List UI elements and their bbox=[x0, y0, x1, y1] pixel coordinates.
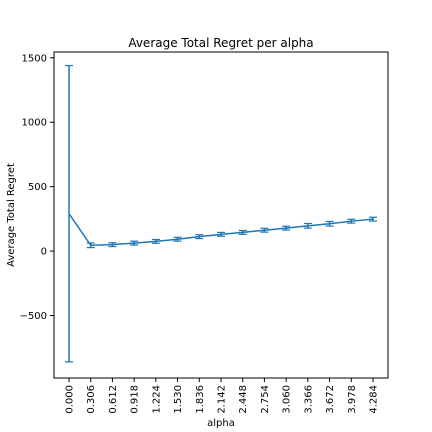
y-tick-label: 1500 bbox=[22, 53, 47, 64]
series-line bbox=[68, 213, 374, 247]
data-point bbox=[372, 218, 374, 220]
data-point bbox=[220, 233, 222, 235]
x-tick-label: 4.284 bbox=[369, 385, 380, 414]
x-tick-label: 2.448 bbox=[238, 385, 249, 414]
x-tick-label: 1.836 bbox=[195, 385, 206, 414]
data-point bbox=[111, 244, 113, 246]
x-tick-label: 3.978 bbox=[347, 385, 358, 414]
data-point bbox=[307, 225, 309, 227]
data-point bbox=[68, 213, 70, 215]
x-tick-label: 2.754 bbox=[260, 385, 271, 414]
data-point bbox=[350, 220, 352, 222]
x-tick-label: 0.918 bbox=[130, 385, 141, 414]
x-tick-label: 1.224 bbox=[151, 385, 162, 414]
x-tick-label: 0.612 bbox=[108, 385, 119, 414]
data-point bbox=[155, 240, 157, 242]
data-point bbox=[198, 236, 200, 238]
x-axis-label: alpha bbox=[207, 418, 235, 429]
plot-area: −500 0 500 1000 1500 0.000 0.306 0.612 0.918 1.22… bbox=[20, 53, 380, 413]
data-point bbox=[177, 238, 179, 240]
x-tick-label: 0.000 bbox=[65, 385, 76, 414]
x-tick-label: 0.306 bbox=[86, 385, 97, 414]
y-axis-label: Average Total Regret bbox=[6, 163, 17, 267]
y-tick-label: 0 bbox=[41, 247, 47, 258]
x-tick-label: 1.530 bbox=[173, 385, 184, 414]
y-tick-label: 1000 bbox=[22, 118, 47, 129]
x-tick-label: 2.142 bbox=[217, 385, 228, 414]
y-tick-label: −500 bbox=[20, 311, 47, 322]
x-tick-label: 3.672 bbox=[325, 385, 336, 414]
data-point bbox=[242, 231, 244, 233]
axes-frame bbox=[53, 51, 389, 379]
chart-title: Average Total Regret per alpha bbox=[128, 36, 313, 50]
data-point bbox=[90, 244, 92, 246]
data-point bbox=[133, 242, 135, 244]
data-point bbox=[285, 227, 287, 229]
x-tick-label: 3.366 bbox=[303, 385, 314, 414]
data-point bbox=[329, 223, 331, 225]
y-tick-label: 500 bbox=[28, 182, 47, 193]
x-tick-label: 3.060 bbox=[282, 385, 293, 414]
data-point bbox=[263, 229, 265, 231]
